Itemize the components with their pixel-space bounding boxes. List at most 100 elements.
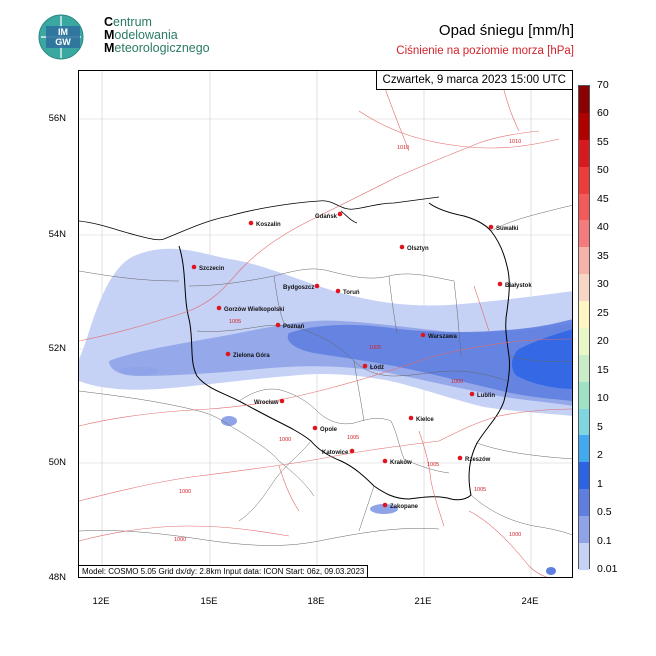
svg-text:Białystok: Białystok <box>505 283 532 289</box>
map-subtitle: Ciśnienie na poziomie morza [hPa] <box>396 45 574 57</box>
poland-border <box>178 202 510 501</box>
colorbar-segment <box>579 408 589 436</box>
colorbar-segment <box>579 274 589 301</box>
lon-tick: 12E <box>92 596 110 607</box>
colorbar-label: 60 <box>597 107 609 120</box>
logo-text-bottom: GW <box>55 37 71 47</box>
isobar-label: 1005 <box>427 462 439 468</box>
org-line-2: Modelowania <box>104 28 178 42</box>
isobar-label: 1000 <box>279 437 291 443</box>
city-torun: Toruń <box>335 288 360 296</box>
colorbar-segment <box>579 435 589 463</box>
colorbar-segment <box>579 301 589 328</box>
svg-text:Koszalin: Koszalin <box>256 222 281 228</box>
isobars <box>79 71 572 577</box>
svg-text:Wrocław: Wrocław <box>254 400 279 406</box>
forecast-map: 1010 1010 1005 1005 1000 1000 1000 1005 … <box>78 70 573 578</box>
svg-text:Katowice: Katowice <box>322 450 349 456</box>
lon-tick: 18E <box>307 596 325 607</box>
colorbar-label: 50 <box>597 164 609 177</box>
colorbar-segment <box>579 193 589 221</box>
svg-text:Opole: Opole <box>320 427 338 433</box>
isobar-label: 1010 <box>509 139 521 145</box>
svg-text:Gorzów Wielkopolski: Gorzów Wielkopolski <box>224 307 285 313</box>
svg-text:Bydgoszcz: Bydgoszcz <box>283 285 314 291</box>
city-krakow: Kraków <box>382 458 412 466</box>
city-szczecin: Szczecin <box>191 264 225 272</box>
colorbar-label: 2 <box>597 449 603 462</box>
logo-text-top: IM <box>58 27 68 37</box>
isobar-label: 1000 <box>509 532 521 538</box>
lat-tick: 48N <box>48 572 66 583</box>
svg-text:Łódź: Łódź <box>370 365 384 371</box>
colorbar-label: 25 <box>597 306 609 319</box>
city-rzeszow: Rzeszów <box>457 455 491 463</box>
svg-text:Szczecin: Szczecin <box>199 266 225 272</box>
colorbar-segment <box>579 139 589 167</box>
org-line-3: Meteorologicznego <box>104 41 210 55</box>
lat-tick: 54N <box>48 229 66 240</box>
lon-tick: 24E <box>521 596 539 607</box>
map-canvas: 1010 1010 1005 1005 1000 1000 1000 1005 … <box>79 71 572 577</box>
admin-borders <box>79 205 572 546</box>
colorbar-segment <box>579 542 589 570</box>
svg-text:Poznań: Poznań <box>283 324 305 330</box>
colorbar-label: 45 <box>597 192 609 205</box>
svg-text:Toruń: Toruń <box>343 290 360 296</box>
city-lodz: Łódź <box>362 363 384 371</box>
lat-tick: 50N <box>48 457 66 468</box>
lat-tick: 52N <box>48 343 66 354</box>
svg-text:Suwałki: Suwałki <box>496 226 519 232</box>
city-zielona-gora: Zielona Góra <box>225 351 270 359</box>
colorbar-segment <box>579 247 589 275</box>
svg-text:Kraków: Kraków <box>390 460 412 466</box>
imgw-logo: IM GW <box>38 14 84 60</box>
city-markers: Gdańsk Koszalin Suwałki Olsztyn Szczecin… <box>191 211 532 510</box>
lon-tick: 15E <box>200 596 218 607</box>
svg-text:Gdańsk: Gdańsk <box>315 214 338 220</box>
colorbar-segment <box>579 516 589 543</box>
city-gorzow: Gorzów Wielkopolski <box>216 305 285 313</box>
city-suwalki: Suwałki <box>488 224 519 232</box>
isobar-labels: 1010 1010 1005 1005 1000 1000 1000 1005 … <box>174 139 521 543</box>
city-gdansk: Gdańsk <box>315 211 343 220</box>
lat-tick: 56N <box>48 113 66 124</box>
colorbar-segment <box>579 354 589 382</box>
svg-text:Olsztyn: Olsztyn <box>407 246 429 252</box>
organization-name: Centrum Modelowania Meteorologicznego <box>104 16 210 55</box>
colorbar-label: 0.01 <box>597 563 618 575</box>
city-kielce: Kielce <box>408 415 434 423</box>
city-zakopane: Zakopane <box>382 502 419 510</box>
isobar-label: 1010 <box>397 145 409 151</box>
colorbar-segment <box>579 112 589 140</box>
snowfall-colorbar <box>578 85 590 570</box>
colorbar-segment <box>579 327 589 355</box>
colorbar-label: 10 <box>597 392 609 405</box>
city-lublin: Lublin <box>469 391 495 399</box>
colorbar-label: 20 <box>597 335 609 348</box>
svg-text:Warszawa: Warszawa <box>428 334 457 340</box>
colorbar-label: 40 <box>597 221 609 234</box>
colorbar-label: 0.5 <box>597 506 612 519</box>
svg-text:Lublin: Lublin <box>477 393 495 399</box>
svg-text:Rzeszów: Rzeszów <box>465 457 491 463</box>
colorbar-label: 0.1 <box>597 534 612 547</box>
isobar-label: 1000 <box>179 489 191 495</box>
isobar-label: 1005 <box>229 319 241 325</box>
colorbar-label: 15 <box>597 363 609 376</box>
isobar-label: 1005 <box>474 487 486 493</box>
city-opole: Opole <box>312 425 338 433</box>
isobar-label: 1005 <box>369 345 381 351</box>
city-olsztyn: Olsztyn <box>399 244 429 252</box>
isobar-label: 1005 <box>347 435 359 441</box>
colorbar-segment <box>579 489 589 516</box>
lon-tick: 21E <box>414 596 432 607</box>
svg-text:Zakopane: Zakopane <box>390 504 419 510</box>
colorbar-label: 70 <box>597 79 609 91</box>
valid-time-label: Czwartek, 9 marca 2023 15:00 UTC <box>375 71 572 90</box>
isobar-label: 1000 <box>451 379 463 385</box>
colorbar-label: 35 <box>597 249 609 262</box>
colorbar-segment <box>579 166 589 194</box>
colorbar-segment <box>579 462 589 490</box>
city-wroclaw: Wrocław <box>254 398 285 406</box>
